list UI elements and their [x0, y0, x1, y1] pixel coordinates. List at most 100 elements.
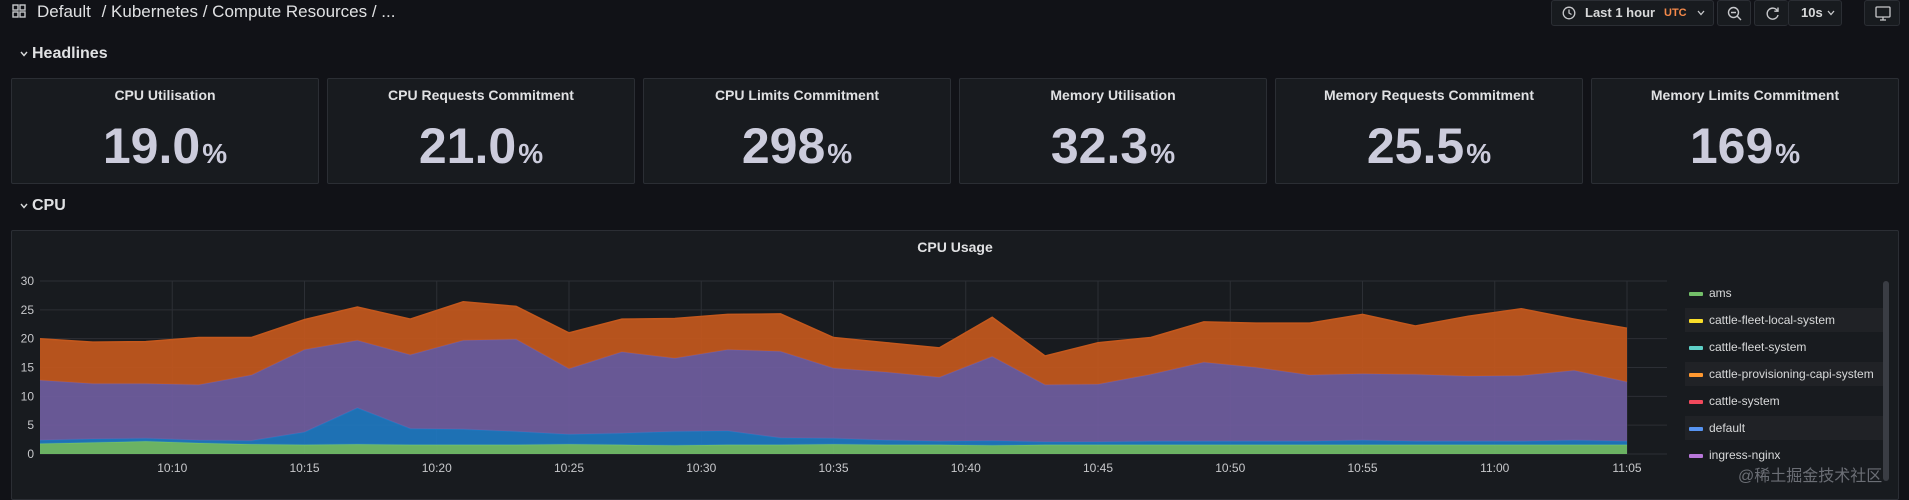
legend-swatch: [1689, 292, 1703, 296]
stat-number: 32.3: [1050, 118, 1149, 174]
stat-title: CPU Utilisation: [114, 87, 216, 103]
y-tick-label: 25: [21, 303, 35, 317]
series-area-ams: [40, 441, 1627, 454]
stat-panel-memory-requests-commitment[interactable]: Memory Requests Commitment 25.5%: [1275, 78, 1583, 184]
stat-unit: %: [827, 138, 853, 169]
legend-label: cattle-fleet-local-system: [1709, 313, 1836, 327]
legend-label: default: [1709, 421, 1746, 435]
stat-value: 21.0%: [328, 117, 634, 175]
clock-icon: [1562, 6, 1576, 20]
stat-panel-cpu-utilisation[interactable]: CPU Utilisation 19.0%: [11, 78, 319, 184]
top-bar: Default / Kubernetes / Compute Resources…: [0, 0, 1909, 26]
x-tick-label: 10:20: [422, 461, 452, 475]
y-tick-label: 30: [21, 274, 35, 288]
stat-unit: %: [202, 138, 228, 169]
timezone-label: UTC: [1664, 7, 1687, 19]
stat-title: CPU Limits Commitment: [714, 87, 880, 103]
stat-unit: %: [1775, 138, 1801, 169]
stat-panel-cpu-requests-commitment[interactable]: CPU Requests Commitment 21.0%: [327, 78, 635, 184]
stat-number: 21.0: [418, 118, 517, 174]
legend-swatch: [1689, 454, 1703, 458]
breadcrumb: Default / Kubernetes / Compute Resources…: [37, 0, 395, 24]
legend-label: cattle-system: [1709, 394, 1780, 408]
stat-number: 25.5: [1366, 118, 1465, 174]
legend-item[interactable]: ingress-nginx: [1685, 443, 1885, 467]
refresh-interval-label: 10s: [1801, 5, 1823, 20]
x-tick-label: 10:15: [289, 461, 319, 475]
x-tick-label: 10:40: [951, 461, 981, 475]
stat-number: 19.0: [102, 118, 201, 174]
zoom-out-icon: [1727, 6, 1742, 21]
y-tick-label: 5: [27, 418, 34, 432]
stat-value: 298%: [644, 117, 950, 175]
stat-value: 32.3%: [960, 117, 1266, 175]
stat-title: Memory Utilisation: [1050, 87, 1176, 103]
series-line-cattle-fleet-system: [39, 301, 1628, 357]
refresh-icon: [1766, 7, 1779, 20]
legend-item[interactable]: cattle-fleet-local-system: [1685, 308, 1885, 332]
legend-item[interactable]: ams: [1685, 281, 1885, 305]
legend-swatch: [1689, 427, 1703, 431]
stat-unit: %: [518, 138, 544, 169]
stat-panel-cpu-limits-commitment[interactable]: CPU Limits Commitment 298%: [643, 78, 951, 184]
time-range-label: Last 1 hour: [1585, 5, 1656, 20]
stat-title: Memory Limits Commitment: [1650, 87, 1840, 103]
zoom-out-button[interactable]: [1717, 0, 1751, 26]
legend-swatch: [1689, 373, 1703, 377]
chevron-down-icon: [1697, 10, 1705, 16]
legend-item[interactable]: default: [1685, 416, 1885, 440]
legend-item[interactable]: cattle-fleet-system: [1685, 335, 1885, 359]
chevron-down-icon: [1827, 10, 1835, 16]
series-area-default: [40, 407, 1627, 446]
legend-label: cattle-provisioning-capi-system: [1709, 367, 1874, 381]
y-tick-label: 0: [27, 447, 34, 461]
legend-swatch: [1689, 319, 1703, 323]
watermark-text: @稀土掘金技术社区: [1738, 468, 1883, 485]
legend-swatch: [1689, 400, 1703, 404]
legend-item[interactable]: cattle-provisioning-capi-system: [1685, 362, 1885, 386]
stat-title: CPU Requests Commitment: [388, 87, 574, 103]
x-tick-label: 10:50: [1215, 461, 1245, 475]
legend-swatch: [1689, 346, 1703, 350]
legend-label: cattle-fleet-system: [1709, 340, 1807, 354]
legend-item[interactable]: cattle-system: [1685, 389, 1885, 413]
chevron-down-icon: [20, 203, 28, 209]
stat-number: 169: [1689, 118, 1774, 174]
stat-value: 19.0%: [12, 117, 318, 175]
stat-panel-memory-limits-commitment[interactable]: Memory Limits Commitment 169%: [1591, 78, 1899, 184]
y-tick-label: 10: [21, 389, 35, 403]
stat-value: 25.5%: [1276, 117, 1582, 175]
y-tick-label: 20: [21, 332, 35, 346]
chevron-down-icon: [20, 51, 28, 57]
legend-scrollbar[interactable]: [1883, 281, 1889, 481]
stat-unit: %: [1466, 138, 1492, 169]
chart-title: CPU Usage: [917, 239, 993, 255]
breadcrumb-path[interactable]: / Kubernetes / Compute Resources / ...: [101, 2, 396, 21]
stat-unit: %: [1150, 138, 1176, 169]
monitor-icon: [1875, 6, 1891, 21]
time-range-picker[interactable]: Last 1 hour UTC: [1551, 0, 1714, 26]
x-tick-label: 10:35: [818, 461, 848, 475]
stat-panel-memory-utilisation[interactable]: Memory Utilisation 32.3%: [959, 78, 1267, 184]
tv-mode-button[interactable]: [1864, 0, 1900, 26]
x-tick-label: 10:10: [157, 461, 187, 475]
y-tick-label: 15: [21, 361, 35, 375]
row-title: CPU: [32, 197, 66, 214]
series-area-cattle-system: [40, 339, 1627, 442]
breadcrumb-root[interactable]: Default: [37, 2, 91, 21]
x-tick-label: 10:25: [554, 461, 584, 475]
stat-title: Memory Requests Commitment: [1323, 87, 1535, 103]
x-tick-label: 11:05: [1612, 461, 1641, 475]
stat-number: 298: [741, 118, 826, 174]
x-tick-label: 10:55: [1347, 461, 1377, 475]
legend-label: ingress-nginx: [1709, 448, 1781, 462]
legend-label: ams: [1709, 286, 1732, 300]
refresh-interval-picker[interactable]: 10s: [1788, 0, 1842, 26]
dashboards-grid-icon[interactable]: [12, 4, 26, 18]
x-tick-label: 10:30: [686, 461, 716, 475]
stat-value: 169%: [1592, 117, 1898, 175]
refresh-button[interactable]: [1754, 0, 1788, 26]
row-title: Headlines: [32, 45, 108, 62]
x-tick-label: 10:45: [1083, 461, 1113, 475]
